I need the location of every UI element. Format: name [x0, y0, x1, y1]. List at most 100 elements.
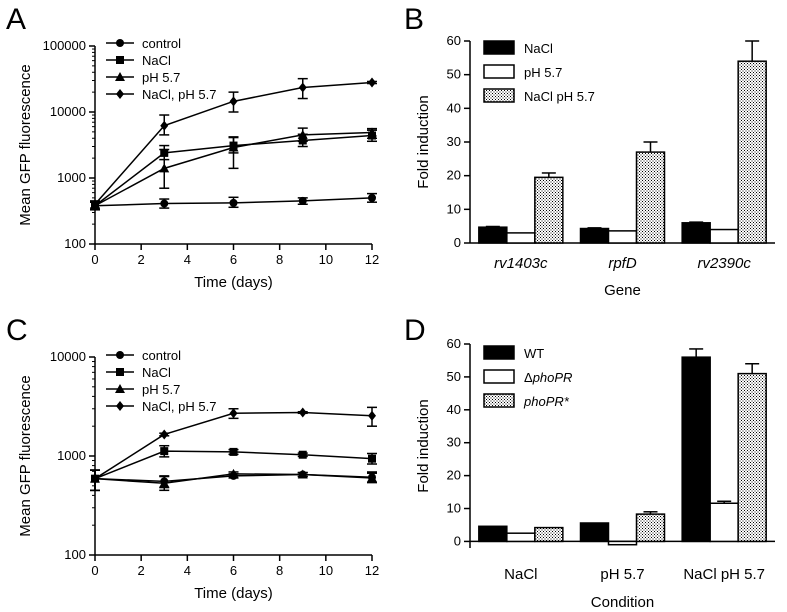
- data-point-diamond: [91, 473, 99, 484]
- y-tick-label: 0: [454, 533, 461, 548]
- y-tick-label: 20: [447, 468, 461, 483]
- data-point-square: [298, 450, 307, 459]
- legend-marker-diamond: [116, 401, 124, 411]
- data-point-circle: [160, 199, 169, 208]
- data-point-diamond: [160, 429, 169, 440]
- x-tick-label: 12: [365, 563, 379, 578]
- bar-3-1: [681, 222, 711, 244]
- y-tick-label: 40: [447, 100, 461, 115]
- y-axis-title: Fold induction: [415, 95, 432, 188]
- data-point-triangle: [297, 129, 308, 139]
- panel-d-bar-chart: 0 10 20 30 40 50 60 NaCl pH 5.7 NaCl pH 5.7 Condit…: [415, 336, 775, 611]
- bar-1-3: [534, 526, 564, 543]
- y-tick-label: 0: [454, 235, 461, 250]
- data-point-square: [160, 447, 169, 456]
- y-tick-label: 10000: [50, 349, 86, 364]
- bar-2-3: [635, 513, 666, 543]
- legend-label: control: [142, 348, 181, 363]
- x-category-label: rv2390c: [697, 255, 751, 272]
- bar-1-3: [534, 176, 564, 244]
- y-tick-label: 100: [64, 547, 86, 562]
- data-point-diamond: [91, 199, 99, 210]
- data-point-circle: [229, 198, 238, 207]
- x-axis-title: Gene: [604, 282, 641, 299]
- bar-2-1: [579, 227, 610, 244]
- data-point-triangle: [228, 142, 239, 152]
- x-axis-title: Time (days): [194, 585, 273, 602]
- data-point-diamond: [160, 120, 169, 131]
- x-category-label: NaCl pH 5.7: [683, 566, 765, 583]
- bar-3-2: [709, 228, 739, 244]
- x-tick-label: 4: [184, 252, 191, 267]
- x-tick-label: 6: [230, 563, 237, 578]
- y-axis-title: Fold induction: [415, 399, 432, 492]
- y-tick-label: 20: [447, 168, 461, 183]
- data-point-diamond: [298, 407, 307, 418]
- y-tick-label: 60: [447, 33, 461, 48]
- legend-label: ΔphoPR: [524, 370, 572, 385]
- panel-c-line-chart: 100 1000 10000 0 2 4 6 8 10 12 Time (days) Mean GFP…: [17, 348, 379, 602]
- x-tick-label: 0: [91, 252, 98, 267]
- legend-marker-square: [116, 56, 124, 64]
- x-tick-label: 2: [138, 563, 145, 578]
- panel-label-a: A: [6, 3, 26, 36]
- data-point-triangle: [159, 478, 170, 488]
- y-tick-label: 10000: [50, 104, 86, 119]
- legend-label: pH 5.7: [142, 382, 180, 397]
- legend-swatch-1: [483, 40, 515, 55]
- data-point-diamond: [368, 77, 376, 88]
- x-category-label: rpfD: [608, 255, 637, 272]
- data-point-square: [229, 447, 238, 456]
- data-point-triangle: [159, 163, 170, 173]
- legend-label: NaCl: [524, 41, 553, 56]
- legend-swatch-2: [483, 369, 515, 384]
- y-tick-label: 30: [447, 435, 461, 450]
- y-tick-label: 1000: [57, 448, 86, 463]
- panel-a-line-chart: 100 1000 10000 100000 0 2 4 6 8 10 12 Time (days) Me…: [17, 36, 379, 291]
- x-category-label: pH 5.7: [600, 566, 644, 583]
- y-tick-label: 10: [447, 501, 461, 516]
- x-axis-title: Condition: [591, 594, 654, 611]
- legend-label: WT: [524, 346, 544, 361]
- bar-1-2: [506, 232, 536, 244]
- series-line-4: [94, 411, 373, 480]
- bar-3-3: [737, 372, 767, 543]
- legend-marker-triangle: [115, 384, 125, 393]
- data-point-diamond: [229, 96, 238, 107]
- x-tick-label: 12: [365, 252, 379, 267]
- x-tick-label: 6: [230, 252, 237, 267]
- y-tick-label: 100: [64, 236, 86, 251]
- data-point-triangle: [297, 469, 308, 479]
- legend-label: control: [142, 36, 181, 51]
- y-tick-label: 50: [447, 369, 461, 384]
- data-point-triangle: [367, 127, 377, 137]
- data-point-triangle: [228, 468, 239, 478]
- legend-marker-square: [116, 368, 124, 376]
- x-axis-title: Time (days): [194, 274, 273, 291]
- panel-label-c: C: [6, 314, 28, 347]
- legend-label: phoPR*: [523, 394, 570, 409]
- legend-swatch-1: [483, 345, 515, 360]
- legend-label: pH 5.7: [142, 70, 180, 85]
- legend-label: NaCl pH 5.7: [524, 89, 595, 104]
- legend-marker-circle: [116, 351, 124, 359]
- x-tick-label: 4: [184, 563, 191, 578]
- y-tick-label: 50: [447, 67, 461, 82]
- bar-1-2: [506, 532, 536, 543]
- legend-label: pH 5.7: [524, 65, 562, 80]
- legend-label: NaCl: [142, 53, 171, 68]
- legend-swatch-3: [483, 88, 515, 103]
- data-point-circle: [298, 196, 307, 205]
- legend-swatch-2: [483, 64, 515, 79]
- y-tick-label: 10: [447, 201, 461, 216]
- bar-2-3: [635, 151, 666, 244]
- legend-swatch-3: [483, 393, 515, 408]
- bar-3-3: [737, 60, 767, 244]
- x-tick-label: 8: [276, 252, 283, 267]
- y-tick-label: 40: [447, 402, 461, 417]
- x-category-label: NaCl: [504, 566, 537, 583]
- x-tick-label: 0: [91, 563, 98, 578]
- legend-label: NaCl, pH 5.7: [142, 87, 216, 102]
- y-tick-label: 100000: [43, 38, 86, 53]
